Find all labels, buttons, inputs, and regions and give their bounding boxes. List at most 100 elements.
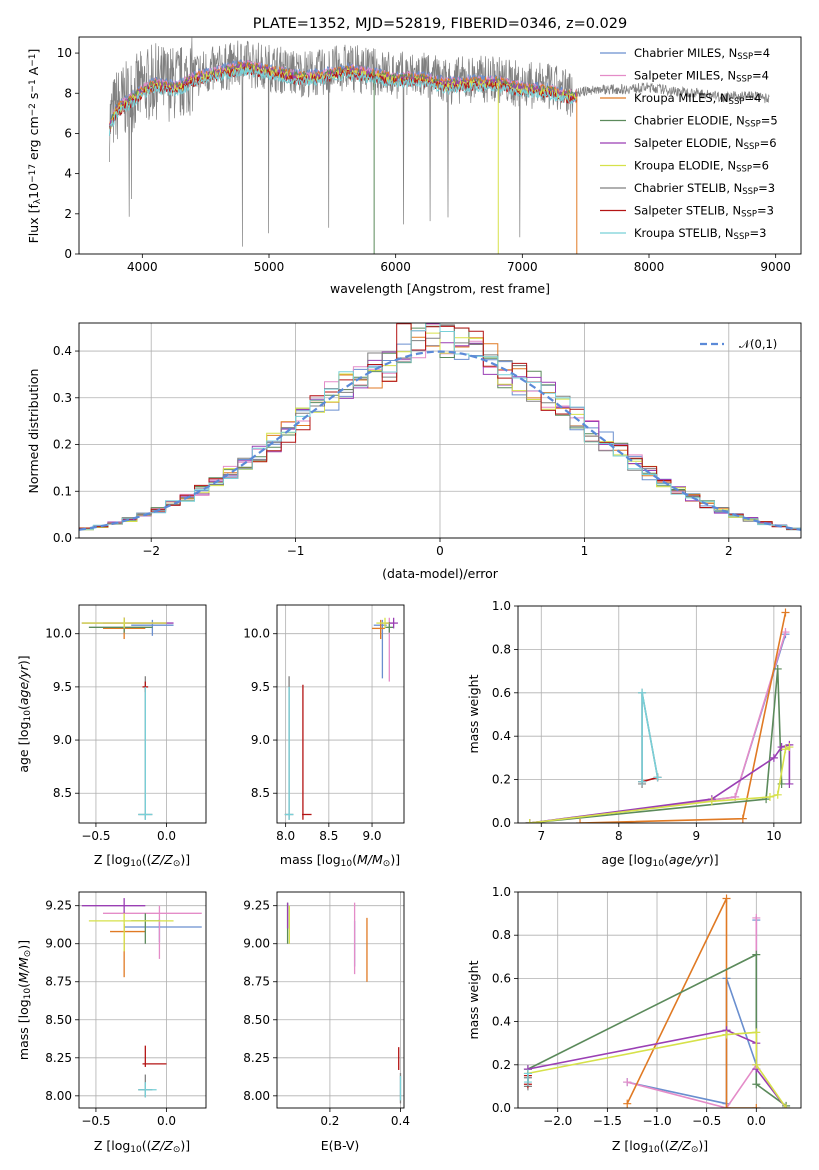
- age-vs-z-panel: −0.5 0.08.59.09.510.0Z [log10((Z/Z⊙)]age …: [16, 604, 207, 869]
- legend-label-part: Chabrier STELIB, N: [634, 181, 742, 195]
- y-axis-label-part: λ: [33, 198, 43, 204]
- y-axis-label-part: A: [26, 66, 41, 79]
- axes-frame: [78, 322, 802, 539]
- legend-label: Salpeter STELIB, NSSP=3: [634, 204, 774, 220]
- x-tick-label: 0.0: [157, 1114, 176, 1128]
- y-tick-label: 8.25: [45, 1051, 72, 1065]
- y-tick-label: 0.4: [492, 1015, 511, 1029]
- legend-label-part: Salpeter MILES, N: [634, 69, 736, 83]
- axes-frame: [276, 891, 405, 1109]
- legend-label-part: =6: [760, 136, 777, 150]
- y-tick-label: 8.75: [243, 975, 270, 989]
- y-axis-label: Flux [fλ10−17 erg cm−2 s−1 A−1]: [26, 49, 43, 244]
- xlabel-label-part: (: [665, 1138, 670, 1153]
- legend-label-part: =4: [752, 69, 769, 83]
- series-marker: [653, 773, 662, 782]
- y-axis-label-part: ]: [26, 49, 41, 54]
- series-marker: [752, 1060, 761, 1069]
- y-tick-label: 10.0: [45, 627, 72, 641]
- series-marker: [523, 1069, 532, 1078]
- legend-label: Kroupa STELIB, NSSP=3: [634, 226, 766, 242]
- x-tick-label: 9000: [760, 260, 791, 274]
- y-tick-label: 9.5: [53, 680, 72, 694]
- y-tick-label: 1.0: [492, 599, 511, 613]
- y-tick-label: 9.0: [251, 733, 270, 747]
- x-tick-label: 8.0: [276, 829, 295, 843]
- x-axis-label: mass [log10(M/M⊙)]: [280, 852, 400, 869]
- x-axis-label-part: )]: [390, 852, 400, 867]
- series-line: [641, 692, 659, 782]
- legend-label-part: SSP: [737, 52, 753, 62]
- y-axis-label-part: ⊙: [23, 950, 33, 958]
- x-tick-label: 8000: [634, 260, 665, 274]
- plot-area: [81, 617, 174, 820]
- plot-area: [286, 902, 402, 1104]
- y-tick-label: 2: [64, 207, 72, 221]
- y-tick-label: 0.4: [53, 344, 72, 358]
- xlabel-label-part: Z/Z: [669, 1138, 692, 1153]
- x-axis-label-part: (: [352, 852, 357, 867]
- legend-label-part: SSP: [745, 120, 761, 130]
- legend-label-part: Kroupa MILES, N: [634, 91, 729, 105]
- xlabel-label-part: ⊙: [691, 1145, 699, 1155]
- x-tick-label: 0.2: [320, 1114, 339, 1128]
- x-axis-label: wavelength [Angstrom, rest frame]: [330, 281, 550, 296]
- legend-label: Kroupa MILES, NSSP=4: [634, 91, 761, 107]
- xlabel-label-part: 10: [648, 1145, 660, 1155]
- series-marker: [638, 688, 647, 697]
- x-tick-label: 0: [436, 544, 444, 558]
- y-tick-label: 9.25: [243, 899, 270, 913]
- y-tick-label: 6: [64, 126, 72, 140]
- y-tick-label: 9.00: [243, 937, 270, 951]
- y-axis-label-part: age/yr: [16, 664, 31, 705]
- plot-area: [81, 898, 202, 1098]
- x-tick-label: 10: [766, 829, 781, 843]
- x-axis-label: E(B-V): [321, 1138, 360, 1153]
- xlabel-label-part: Z [log: [94, 1138, 130, 1153]
- y-tick-label: 8.5: [53, 786, 72, 800]
- xlabel-label-part: Z/Z: [151, 1138, 174, 1153]
- series-marker: [623, 1078, 632, 1087]
- x-tick-label: −1: [287, 544, 305, 558]
- series-marker: [638, 777, 647, 786]
- legend-label: Kroupa ELODIE, NSSP=6: [634, 159, 769, 175]
- mass-weight-vs-z-panel: −2.0 −1.5 −1.0 −0.5 0.0 0.0 0.2 0.4 0.6 0.8 1.0 Z […: [466, 885, 802, 1155]
- series-marker: [707, 797, 716, 806]
- axes-frame: [78, 36, 802, 255]
- y-axis-label: Normed distribution: [26, 369, 41, 494]
- x-tick-label: 7000: [507, 260, 538, 274]
- x-tick-label: −2: [142, 544, 160, 558]
- y-tick-label: 0.8: [492, 642, 511, 656]
- legend-label-part: =3: [758, 181, 775, 195]
- series-marker: [722, 894, 731, 903]
- plot-area: [79, 323, 801, 531]
- x-tick-label: −2.0: [543, 1114, 572, 1128]
- x-tick-label: −0.5: [81, 1114, 110, 1128]
- series-marker: [781, 608, 790, 617]
- y-tick-label: 9.5: [251, 680, 270, 694]
- series-marker: [773, 790, 782, 799]
- y-tick-label: 9.25: [45, 899, 72, 913]
- x-axis-label: age [log10(age/yr)]: [601, 852, 718, 869]
- legend-label-part: =3: [757, 204, 774, 218]
- xlabel-label: Z [log10((Z/Z⊙)]: [94, 1138, 190, 1155]
- series-marker: [765, 792, 774, 801]
- x-tick-label: 9: [693, 829, 701, 843]
- legend-label-part: SSP: [729, 97, 745, 107]
- xlabel-label-part: Z [log: [94, 852, 130, 867]
- axes-frame: [78, 891, 207, 1109]
- series-marker: [752, 1028, 761, 1037]
- xlabel-label-part: (: [142, 1138, 147, 1153]
- series-marker: [785, 779, 794, 788]
- y-axis-label-part: −1: [28, 79, 38, 92]
- legend-label-part: Kroupa STELIB, N: [634, 226, 734, 240]
- series-marker: [525, 819, 534, 823]
- xlabel-label-part: (: [142, 852, 147, 867]
- y-axis-label: mass [log10(M/M⊙)]: [16, 940, 33, 1060]
- legend-label-part: Chabrier MILES, N: [634, 46, 737, 60]
- x-axis-label-part: )]: [709, 852, 719, 867]
- legend-label: Chabrier STELIB, NSSP=3: [634, 181, 775, 197]
- histogram-step-line: [79, 323, 801, 530]
- y-tick-label: 8.50: [243, 1013, 270, 1027]
- series-marker: [722, 1030, 731, 1039]
